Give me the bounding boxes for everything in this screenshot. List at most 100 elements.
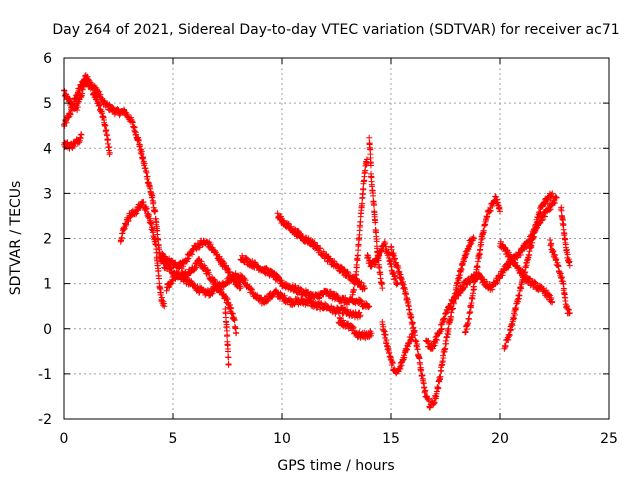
data-point	[224, 332, 231, 338]
data-point	[437, 373, 444, 380]
data-point	[365, 254, 372, 261]
data-point	[468, 300, 475, 306]
data-point	[372, 219, 379, 226]
data-point	[231, 317, 238, 324]
y-tick-label: 1	[43, 277, 52, 293]
x-tick-label: 25	[600, 431, 618, 447]
data-point	[505, 264, 512, 271]
data-point	[414, 346, 421, 353]
data-point	[564, 251, 571, 258]
data-point	[209, 290, 216, 297]
data-point	[121, 225, 128, 232]
data-point	[392, 255, 398, 262]
data-point	[152, 208, 159, 215]
data-point	[340, 317, 347, 324]
data-point	[361, 285, 368, 292]
data-point	[366, 134, 373, 141]
data-point	[472, 274, 479, 281]
data-point	[161, 303, 168, 310]
data-point	[354, 252, 361, 259]
data-point	[389, 360, 396, 367]
data-point	[487, 207, 494, 214]
x-tick-label: 10	[273, 431, 291, 447]
data-point	[497, 208, 503, 215]
data-point	[138, 148, 145, 155]
data-point	[418, 366, 425, 373]
x-tick-label: 5	[169, 431, 178, 447]
data-point	[89, 84, 96, 91]
data-point	[278, 277, 285, 284]
data-point	[281, 292, 288, 299]
data-point	[105, 137, 112, 143]
data-point	[351, 287, 358, 294]
data-point	[379, 285, 386, 292]
data-point	[517, 252, 524, 258]
data-point	[390, 250, 397, 257]
data-point	[74, 107, 81, 114]
x-tick-labels: 0 5 10 15 20 25	[60, 431, 618, 447]
data-point	[66, 95, 73, 102]
data-point	[536, 210, 543, 217]
data-point	[549, 298, 556, 305]
data-point	[493, 193, 499, 200]
data-point	[150, 227, 157, 234]
y-tick-label: 4	[43, 141, 52, 157]
data-point	[366, 303, 373, 310]
data-point	[440, 355, 447, 361]
data-point	[467, 308, 474, 315]
data-point	[225, 354, 232, 361]
data-point	[360, 186, 367, 193]
data-point	[106, 149, 113, 156]
data-point	[549, 190, 556, 197]
data-point	[96, 88, 103, 95]
data-point	[408, 313, 415, 320]
data-point	[317, 245, 324, 252]
data-point	[458, 266, 465, 273]
data-point	[462, 329, 469, 335]
data-point	[151, 235, 158, 242]
data-point	[368, 330, 375, 337]
data-point	[528, 242, 535, 249]
data-point	[385, 249, 392, 256]
data-point	[400, 278, 406, 285]
data-point	[372, 261, 379, 268]
y-tick-label: 3	[43, 186, 52, 202]
data-point	[474, 264, 481, 271]
data-point	[140, 154, 147, 161]
chart-title: Day 264 of 2021, Sidereal Day-to-day VTE…	[52, 22, 619, 38]
data-point	[461, 284, 468, 291]
data-point	[435, 385, 442, 392]
data-point	[497, 238, 504, 245]
data-point	[550, 248, 557, 255]
data-point	[510, 315, 517, 322]
data-point	[433, 337, 440, 343]
data-points	[61, 72, 573, 411]
data-point	[548, 240, 555, 247]
data-point	[422, 387, 429, 394]
data-point	[505, 337, 512, 343]
y-tick-label: -2	[38, 412, 52, 428]
data-point	[452, 296, 459, 302]
data-point	[546, 207, 553, 214]
data-point	[218, 286, 225, 293]
data-point	[230, 272, 237, 279]
data-point	[390, 269, 397, 276]
data-point	[357, 218, 364, 225]
data-point	[470, 235, 477, 242]
data-point	[357, 312, 364, 319]
data-point	[448, 315, 455, 321]
data-point	[114, 106, 121, 112]
data-point	[370, 192, 377, 199]
data-point	[359, 200, 366, 207]
data-point	[233, 330, 240, 337]
data-point	[249, 257, 256, 264]
data-point	[150, 199, 157, 206]
data-point	[123, 221, 130, 228]
axis-ticks	[63, 57, 610, 420]
data-point	[383, 337, 390, 343]
data-point	[198, 258, 205, 265]
data-point	[551, 200, 558, 207]
data-point	[227, 301, 233, 308]
x-tick-label: 15	[382, 431, 400, 447]
data-point	[137, 141, 144, 148]
